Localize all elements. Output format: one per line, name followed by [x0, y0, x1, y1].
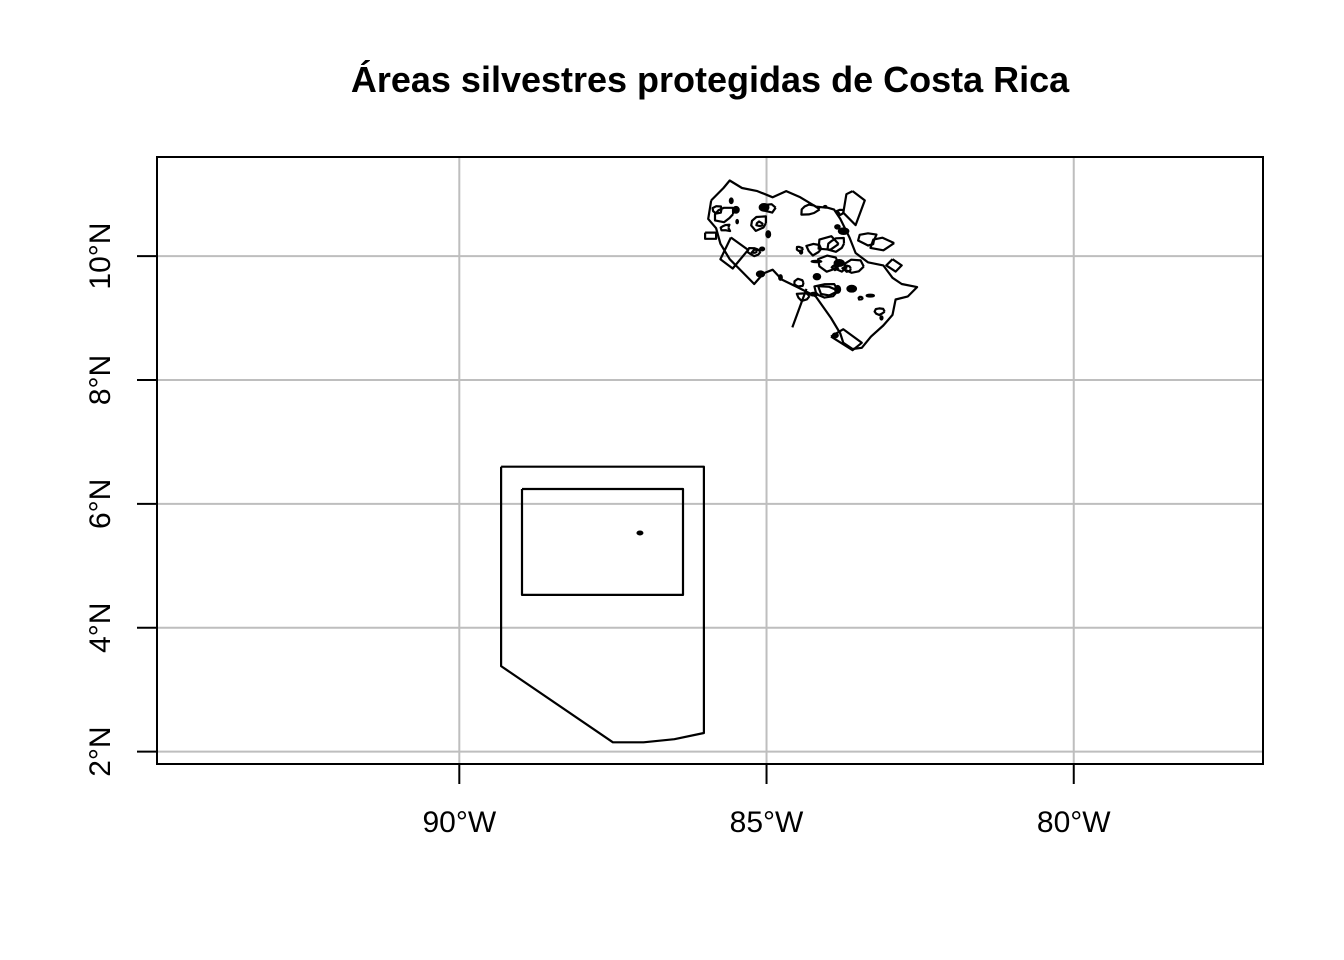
protected-area-patch: [750, 215, 768, 232]
protected-area-patch: [837, 227, 850, 236]
protected-area-patch: [873, 307, 886, 317]
protected-area-patch: [817, 235, 840, 251]
y-axis: 2°N 4°N 6°N 8°N 10°N: [84, 223, 157, 777]
graticule: [157, 157, 1263, 764]
protected-area-polygon: [885, 258, 903, 273]
cocos-island: [636, 530, 644, 536]
x-axis: 90°W 85°W 80°W: [422, 764, 1111, 839]
y-tick-label: 2°N: [84, 726, 117, 776]
protected-area-patch: [765, 230, 772, 239]
protected-area-patch: [834, 224, 841, 230]
y-tick-label: 6°N: [84, 479, 117, 529]
protected-area-patch: [812, 272, 822, 281]
protected-area-patch: [719, 223, 732, 233]
protected-area-patch: [732, 205, 740, 214]
protected-area-patch: [728, 197, 734, 205]
protected-area-patch: [713, 206, 735, 224]
protected-area-patch: [735, 218, 740, 225]
x-tick-label: 90°W: [422, 806, 496, 839]
protected-area-patch: [798, 249, 804, 255]
protected-area-patch: [755, 220, 765, 228]
marine-zone-inner: [520, 487, 685, 597]
protected-area-polygon: [830, 328, 863, 352]
protected-area-patch: [826, 236, 846, 253]
protected-area-patch: [857, 295, 864, 301]
protected-area-polygon: [703, 231, 718, 240]
protected-area-patch: [865, 293, 876, 298]
protected-areas: [500, 179, 919, 744]
plot-frame: [156, 156, 1264, 765]
protected-area-polygon: [842, 190, 866, 227]
protected-area-patch: [809, 291, 819, 297]
protected-area-patch: [755, 270, 766, 278]
marine-corridor-line: [791, 288, 808, 328]
protected-area-patch: [846, 284, 858, 293]
protected-area-patch: [758, 202, 770, 212]
protected-area-patch: [759, 246, 766, 252]
protected-area-patch: [711, 205, 723, 215]
protected-area-patch: [778, 274, 783, 281]
protected-area-patch: [822, 204, 828, 209]
protected-area-fragments: [703, 190, 903, 352]
protected-area-patch: [810, 259, 823, 264]
marine-zone-outer: [500, 465, 706, 744]
protected-area-patch: [843, 258, 865, 274]
x-tick-label: 85°W: [730, 806, 804, 839]
protected-area-polygon: [719, 236, 750, 270]
protected-area-patch: [834, 284, 842, 294]
x-tick-label: 80°W: [1037, 806, 1111, 839]
protected-area-patch: [793, 277, 805, 288]
protected-area-patch: [816, 285, 840, 297]
protected-area-patch: [879, 315, 884, 321]
protected-area-patch: [816, 254, 840, 273]
protected-area-patch: [856, 232, 878, 247]
protected-area-patch: [800, 203, 821, 216]
protected-area-patch: [833, 261, 848, 273]
y-tick-label: 8°N: [84, 355, 117, 405]
protected-area-patch: [750, 248, 759, 254]
isla-del-cano: [831, 332, 839, 339]
protected-area-patch: [813, 283, 839, 299]
y-tick-label: 4°N: [84, 603, 117, 653]
map-title: Áreas silvestres protegidas de Costa Ric…: [351, 59, 1070, 100]
y-tick-label: 10°N: [84, 223, 117, 290]
